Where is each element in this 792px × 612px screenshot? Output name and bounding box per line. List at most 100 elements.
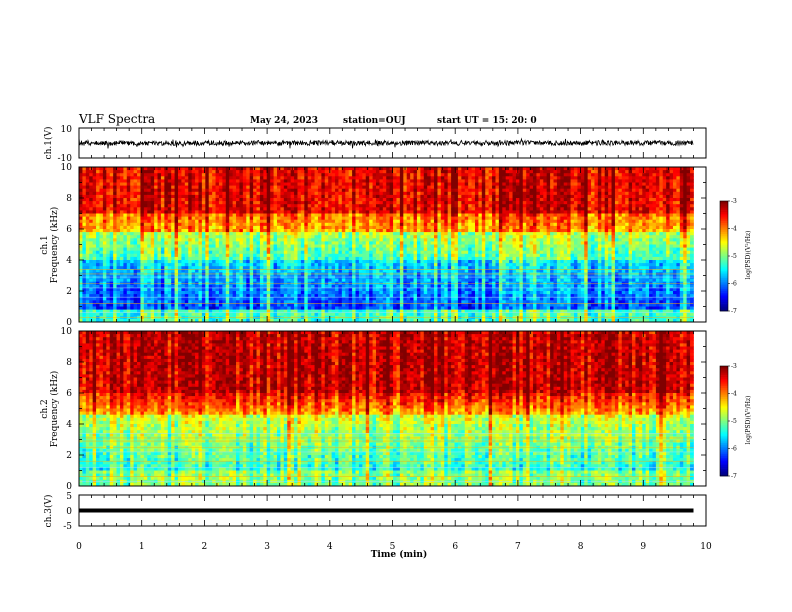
ch1-spec-cell [423,216,428,221]
ch1-spec-cell [444,229,449,233]
ch1-spec-cell [659,173,664,177]
ch1-spec-cell [140,222,145,227]
ch1-spec-cell [594,210,599,214]
ch1-spec-cell [539,201,544,205]
ch1-spec-cell [672,247,677,252]
ch1-spec-cell [198,182,203,186]
ch1-spec-cell [116,216,121,221]
ch1-spec-cell [577,247,582,252]
ch1-spec-cell [300,238,305,242]
ch1-spec-cell [184,216,189,221]
ch1-spec-cell [126,201,131,205]
ch1-spec-cell [645,185,650,190]
ch1-spec-cell [352,225,356,230]
ch1-spec-cell [191,247,196,252]
ch1-spec-cell [92,247,97,252]
ch1-spec-cell [106,210,111,214]
ch1-spec-cell [614,235,619,239]
ch1-spec-cell [536,247,541,252]
ch1-spec-cell [191,194,196,199]
ch1-spec-cell [447,194,452,199]
ch1-spec-cell [130,207,135,211]
ch1-spec-cell [79,201,83,205]
ch1-spec-cell [85,241,90,245]
ch1-spec-cell [567,201,571,205]
ch1-spec-cell [157,167,162,171]
ch1-spec-cell [649,176,653,180]
ch1-spec-cell [184,204,189,208]
ch1-spec-cell [82,194,87,199]
ch1-spec-cell [539,232,544,236]
ch1-spec-cell [184,244,189,248]
ch1-spec-cell [618,225,623,230]
ch1-spec-cell [683,210,688,214]
ch1-spec-cell [324,235,329,239]
ch1-spec-cell [625,244,629,248]
ch1-spec-cell [205,176,210,180]
ch1-spec-cell [324,229,329,233]
ch1-spec-cell [102,188,107,193]
ch1-spec-cell [427,244,431,248]
ch1-spec-cell [679,238,684,242]
ch1-spec-cell [287,173,292,177]
ch1-spec-cell [632,229,636,233]
ch1-spec-cell [430,216,435,221]
ch1-spec-cell [317,216,322,221]
ch1-spec-cell [550,235,554,239]
ch1-spec-cell [567,179,571,183]
ch1-spec-cell [300,247,305,252]
ch1-spec-cell [147,229,152,233]
ch1-spec-cell [372,179,377,183]
ch1-spec-cell [154,213,158,217]
ch1-spec-cell [259,188,264,193]
ch1-spec-cell [611,170,616,174]
ch1-spec-cell [140,167,145,171]
ch1-spec-cell [164,213,169,217]
ch1-spec-cell [280,170,285,174]
ch1-spec-cell [119,235,124,239]
ch1-spec-cell [498,213,503,217]
ch1-spec-cell [406,238,411,242]
ch1-spec-cell [113,219,117,224]
ch1-spec-cell [348,238,353,242]
ch1-spec-cell [181,232,186,236]
ch1-spec-cell [294,191,298,196]
ch1-spec-cell [283,235,288,239]
ch1-spec-cell [666,238,670,242]
ch1-spec-cell [365,210,370,214]
ch1-spec-cell [167,232,172,236]
ch1-spec-cell [147,194,152,199]
ch1-spec-cell [191,229,196,233]
ch1-spec-cell [225,247,230,252]
ch1-spec-cell [311,244,315,248]
ch1-spec-cell [519,182,524,186]
ch1-spec-cell [410,207,414,211]
ch1-spec-cell [389,241,394,245]
ch1-spec-cell [328,207,333,211]
ch1-spec-cell [99,207,104,211]
ch1-spec-cell [621,229,626,233]
ch1-spec-cell [218,229,223,233]
ch1-spec-cell [611,182,616,186]
ch1-spec-cell [614,173,619,177]
ch1-spec-cell [123,198,128,202]
ch1-spec-cell [253,201,257,205]
ch1-spec-cell [123,213,128,217]
ch1-spec-cell [147,247,152,252]
ch1-spec-cell [208,188,213,193]
ch1-spec-cell [174,201,179,205]
ch1-spec-cell [290,176,295,180]
ch1-spec-cell [229,167,234,171]
ch1-spec-cell [181,191,186,196]
ch1-spec-cell [591,191,595,196]
ch1-spec-cell [379,222,384,227]
ch1-spec-cell [382,235,387,239]
ch1-spec-cell [362,198,367,202]
ch1-spec-cell [358,188,363,193]
ch1-spec-cell [406,182,411,186]
ch1-spec-cell [126,207,131,211]
ch1-spec-cell [328,194,333,199]
ch1-spec-cell [584,232,589,236]
ch1-spec-cell [666,194,670,199]
ch1-spec-cell [427,182,431,186]
